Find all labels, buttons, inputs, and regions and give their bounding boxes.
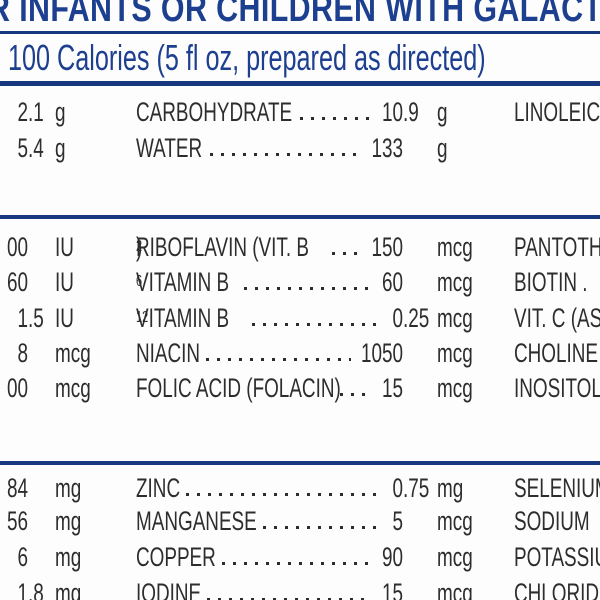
left-unit: mg xyxy=(55,506,82,536)
nutrient-value: 10 xyxy=(381,97,403,127)
left-value: 84 xyxy=(6,473,28,503)
left-value: 60 xyxy=(6,267,28,297)
dot-leader xyxy=(244,287,372,290)
left-value: 56 xyxy=(6,506,28,536)
nutrient-unit: mcg xyxy=(437,303,473,333)
nutrient-unit: g xyxy=(437,97,448,127)
nutrient-unit: mg xyxy=(437,473,464,503)
section-divider xyxy=(0,215,600,219)
nutrient-value-decimal: .9 xyxy=(403,97,419,127)
nutrient-value: 1050 xyxy=(360,338,403,368)
nutrient-unit: mcg xyxy=(437,506,473,536)
dot-leader xyxy=(186,493,382,496)
nutrient-row: 5 .4 g WATER 133 g xyxy=(0,131,600,165)
left-unit: g xyxy=(55,97,66,127)
nutrient-value: 60 xyxy=(381,267,403,297)
nutrient-value: 15 xyxy=(381,578,403,600)
label-title: R INFANTS OR CHILDREN WITH GALACT xyxy=(0,0,600,30)
header-rule-top xyxy=(0,31,600,34)
dot-leader xyxy=(332,252,361,255)
nutrient-value: 150 xyxy=(371,232,403,262)
left-value-decimal: .1 xyxy=(28,97,44,127)
nutrient-row: 1 .8 mg IODINE 15 mcg CHLORIDE xyxy=(0,576,600,600)
nutrient-row: 8 mcg NIACIN 1050 mcg CHOLINE xyxy=(0,336,600,370)
nutrient-value: 0 xyxy=(392,473,403,503)
nutrient-name-subscript: 6 xyxy=(136,273,143,290)
nutrient-unit: mcg xyxy=(437,373,473,403)
dot-leader xyxy=(252,323,382,326)
left-unit: IU xyxy=(55,303,74,333)
left-value-decimal: .5 xyxy=(28,303,44,333)
adjacent-column-name: POTASSIU xyxy=(514,542,600,572)
adjacent-column-name: BIOTIN . xyxy=(514,267,588,297)
adjacent-column-name: CHLORIDE xyxy=(514,578,600,600)
section-divider xyxy=(0,461,600,465)
left-value: 00 xyxy=(6,373,28,403)
left-unit: g xyxy=(55,133,66,163)
nutrient-value: 5 xyxy=(392,506,403,536)
left-unit: IU xyxy=(55,232,74,262)
nutrient-name-subscript: 12 xyxy=(136,309,149,326)
dot-leader xyxy=(300,117,372,120)
dot-leader xyxy=(340,393,372,396)
nutrient-value-decimal: .75 xyxy=(403,473,430,503)
dot-leader xyxy=(210,153,361,156)
nutrient-unit: mcg xyxy=(437,542,473,572)
left-value: 2 xyxy=(17,97,28,127)
adjacent-column-name: SODIUM xyxy=(514,506,590,536)
left-unit: mg xyxy=(55,542,82,572)
dot-leader xyxy=(263,526,382,529)
adjacent-column-name: PANTOTH xyxy=(514,232,600,262)
nutrient-row: 2 .1 g CARBOHYDRATE 10 .9 g LINOLEIC xyxy=(0,95,600,129)
nutrient-value: 133 xyxy=(371,133,403,163)
adjacent-column-name: SELENIUM xyxy=(514,473,600,503)
left-value: 00 xyxy=(6,232,28,262)
left-unit: IU xyxy=(55,267,74,297)
left-unit: mcg xyxy=(55,338,91,368)
left-unit: mcg xyxy=(55,373,91,403)
left-value-decimal: .4 xyxy=(28,133,44,163)
dot-leader xyxy=(222,562,372,565)
nutrient-value: 15 xyxy=(381,373,403,403)
nutrient-unit: mcg xyxy=(437,232,473,262)
nutrient-value: 0 xyxy=(392,303,403,333)
left-unit: mg xyxy=(55,578,82,600)
nutrient-row: 1 .5 IU VITAMIN B 12 0 .25 mcg VIT. C (AS xyxy=(0,301,600,335)
nutrient-row: 00 mcg FOLIC ACID (FOLACIN) 15 mcg INOSI… xyxy=(0,371,600,405)
left-value: 1 xyxy=(17,303,28,333)
nutrient-row: 56 mg MANGANESE 5 mcg SODIUM xyxy=(0,504,600,538)
left-unit: mg xyxy=(55,473,82,503)
adjacent-column-name: VIT. C (AS xyxy=(514,303,600,333)
nutrient-unit: g xyxy=(437,133,448,163)
nutrient-row: 84 mg ZINC 0 .75 mg SELENIUM xyxy=(0,471,600,505)
nutrient-value-decimal: .25 xyxy=(403,303,430,333)
dot-leader xyxy=(206,358,351,361)
left-value: 8 xyxy=(17,338,28,368)
left-value: 6 xyxy=(17,542,28,572)
left-value: 1 xyxy=(17,578,28,600)
calories-heading: 100 Calories (5 fl oz, prepared as direc… xyxy=(8,37,486,78)
left-value: 5 xyxy=(17,133,28,163)
adjacent-column-name: INOSITOL xyxy=(514,373,600,403)
nutrient-row: 6 mg COPPER 90 mcg POTASSIU xyxy=(0,540,600,574)
nutrient-unit: mcg xyxy=(437,267,473,297)
adjacent-column-name: LINOLEIC xyxy=(514,97,600,127)
nutrient-value: 90 xyxy=(381,542,403,572)
nutrient-name-subscript: 2 xyxy=(136,238,143,255)
header-rule-bottom xyxy=(0,81,600,86)
nutrient-row: 00 IU RIBOFLAVIN (VIT. B 2) 150 mcg PANTO… xyxy=(0,230,600,264)
left-value-decimal: .8 xyxy=(28,578,44,600)
nutrient-unit: mcg xyxy=(437,338,473,368)
nutrient-unit: mcg xyxy=(437,578,473,600)
adjacent-column-name: CHOLINE xyxy=(514,338,599,368)
dot-leader xyxy=(207,598,372,600)
